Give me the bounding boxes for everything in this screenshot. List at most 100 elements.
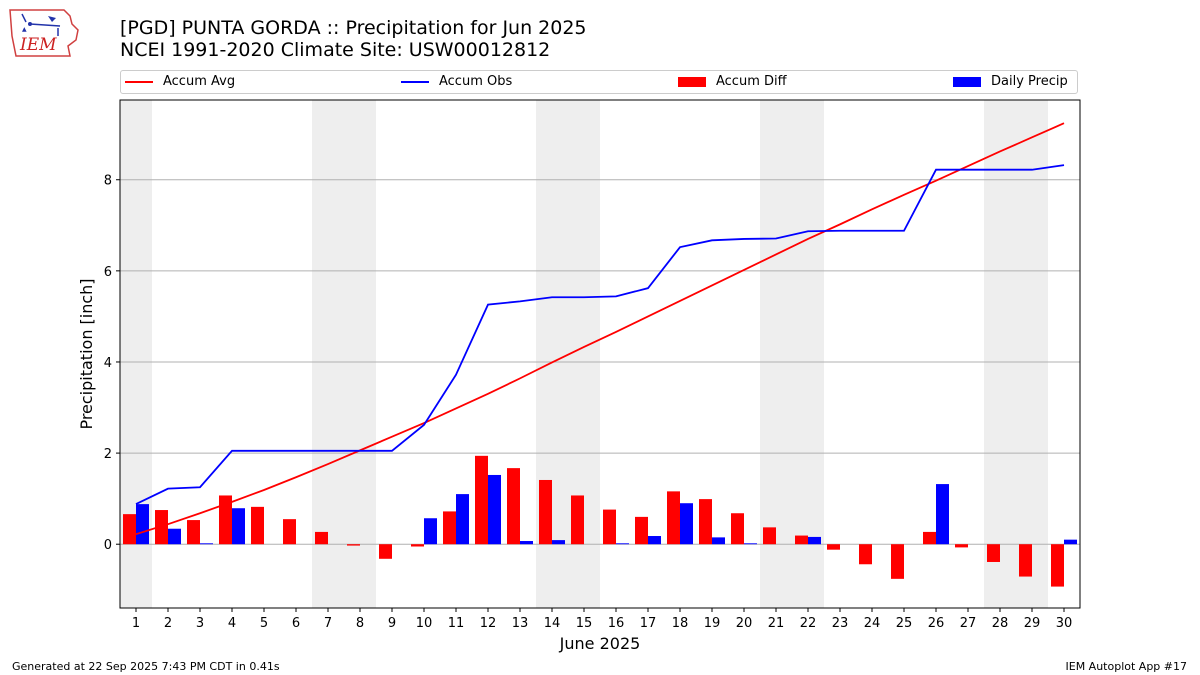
daily-precip-bar-13 xyxy=(520,541,533,545)
accum-obs-line xyxy=(135,164,1065,505)
weekend-band-1 xyxy=(312,100,376,608)
x-tick-label-22: 22 xyxy=(800,616,817,631)
legend-swatch-accum-avg xyxy=(125,80,153,83)
x-tick-label-2: 2 xyxy=(164,616,172,631)
x-tick-label-10: 10 xyxy=(416,616,433,631)
daily-precip-bar-26 xyxy=(936,484,949,545)
daily-precip-bar-20 xyxy=(744,543,757,545)
accum-diff-bar-10 xyxy=(411,544,424,547)
daily-precip-bar-19 xyxy=(712,537,725,545)
legend-swatch-accum-obs xyxy=(401,80,429,83)
x-tick-label-20: 20 xyxy=(736,616,753,631)
legend-item-accum-avg: Accum Avg xyxy=(125,74,235,89)
legend-item-daily-precip: Daily Precip xyxy=(953,74,1068,89)
plot-frame xyxy=(119,99,1081,609)
accum-diff-bar-3 xyxy=(187,520,200,545)
y-tick-label-6: 6 xyxy=(104,265,112,280)
y-tick-label-0: 0 xyxy=(104,538,112,553)
legend-swatch-daily-precip xyxy=(953,76,981,87)
x-tick-label-25: 25 xyxy=(896,616,913,631)
accum-diff-bar-21 xyxy=(763,527,776,545)
chart-title: [PGD] PUNTA GORDA :: Precipitation for J… xyxy=(120,17,587,39)
legend-label-accum-diff: Accum Diff xyxy=(716,74,787,89)
x-tick-label-6: 6 xyxy=(292,616,300,631)
daily-precip-bar-3 xyxy=(200,543,213,545)
chart-legend: Accum Avg Accum Obs Accum Diff Daily Pre… xyxy=(120,70,1078,94)
accum-diff-bar-12 xyxy=(475,455,488,545)
accum-diff-bar-18 xyxy=(667,491,680,545)
accum-diff-bar-26 xyxy=(923,531,936,545)
accum-diff-bar-1 xyxy=(123,514,136,545)
x-tick-label-8: 8 xyxy=(356,616,364,631)
x-tick-label-14: 14 xyxy=(544,616,561,631)
footer-app-text: IEM Autoplot App #17 xyxy=(1065,660,1188,673)
legend-swatch-accum-diff xyxy=(678,76,706,87)
accum-diff-bar-15 xyxy=(571,495,584,545)
legend-label-accum-avg: Accum Avg xyxy=(163,74,236,89)
x-tick-label-1: 1 xyxy=(132,616,140,631)
weekend-band-4 xyxy=(984,100,1048,608)
x-tick-label-4: 4 xyxy=(228,616,236,631)
x-tick-label-24: 24 xyxy=(864,616,881,631)
accum-diff-bar-27 xyxy=(955,544,968,548)
legend-label-accum-obs: Accum Obs xyxy=(439,74,513,89)
accum-diff-bar-23 xyxy=(827,544,840,550)
x-tick-label-30: 30 xyxy=(1056,616,1073,631)
legend-label-daily-precip: Daily Precip xyxy=(991,74,1068,89)
chart-subtitle: NCEI 1991-2020 Climate Site: USW00012812 xyxy=(120,39,551,61)
daily-precip-bar-14 xyxy=(552,540,565,545)
accum-diff-bar-28 xyxy=(987,544,1000,562)
accum-diff-bar-11 xyxy=(443,511,456,545)
iem-logo-text: IEM xyxy=(19,35,57,55)
accum-diff-bar-25 xyxy=(891,544,904,579)
x-tick-label-21: 21 xyxy=(768,616,785,631)
x-tick-label-28: 28 xyxy=(992,616,1009,631)
y-tick-label-8: 8 xyxy=(104,174,112,189)
accum-diff-bar-17 xyxy=(635,516,648,545)
x-tick-label-7: 7 xyxy=(324,616,332,631)
accum-diff-bar-22 xyxy=(795,535,808,545)
daily-precip-bar-12 xyxy=(488,474,501,545)
x-tick-label-3: 3 xyxy=(196,616,204,631)
x-tick-label-29: 29 xyxy=(1024,616,1041,631)
weekend-band-3 xyxy=(760,100,824,608)
accum-diff-bar-8 xyxy=(347,544,360,546)
accum-avg-line xyxy=(135,122,1065,536)
daily-precip-bar-30 xyxy=(1064,539,1077,545)
accum-diff-bar-6 xyxy=(283,519,296,545)
x-tick-label-23: 23 xyxy=(832,616,849,631)
x-tick-label-9: 9 xyxy=(388,616,396,631)
footer-generated-text: Generated at 22 Sep 2025 7:43 PM CDT in … xyxy=(12,660,280,673)
accum-diff-bar-30 xyxy=(1051,544,1064,587)
accum-diff-bar-13 xyxy=(507,468,520,545)
legend-item-accum-obs: Accum Obs xyxy=(401,74,512,89)
daily-precip-bar-11 xyxy=(456,494,469,545)
y-tick-label-2: 2 xyxy=(104,447,112,462)
accum-diff-bar-9 xyxy=(379,544,392,559)
daily-precip-bar-17 xyxy=(648,536,661,545)
daily-precip-bar-18 xyxy=(680,503,693,545)
accum-diff-bar-20 xyxy=(731,513,744,545)
accum-diff-bar-19 xyxy=(699,499,712,545)
accum-diff-bar-5 xyxy=(251,506,264,545)
iem-logo: ▲ IEM xyxy=(9,9,79,57)
x-tick-label-26: 26 xyxy=(928,616,945,631)
daily-precip-bar-22 xyxy=(808,536,821,545)
daily-precip-bar-16 xyxy=(616,543,629,545)
x-tick-label-16: 16 xyxy=(608,616,625,631)
x-tick-label-27: 27 xyxy=(960,616,977,631)
y-axis-label: Precipitation [inch] xyxy=(77,278,96,429)
x-tick-label-15: 15 xyxy=(576,616,593,631)
daily-precip-bar-10 xyxy=(424,518,437,545)
x-tick-label-18: 18 xyxy=(672,616,689,631)
x-tick-label-12: 12 xyxy=(480,616,497,631)
accum-diff-bar-29 xyxy=(1019,544,1032,577)
accum-diff-bar-14 xyxy=(539,479,552,545)
accum-diff-bar-7 xyxy=(315,531,328,545)
daily-precip-bar-1 xyxy=(136,504,149,545)
svg-text:▲: ▲ xyxy=(22,26,27,33)
iowa-map-logo-icon: ▲ xyxy=(9,9,79,57)
accum-diff-bar-24 xyxy=(859,544,872,565)
x-tick-label-5: 5 xyxy=(260,616,268,631)
